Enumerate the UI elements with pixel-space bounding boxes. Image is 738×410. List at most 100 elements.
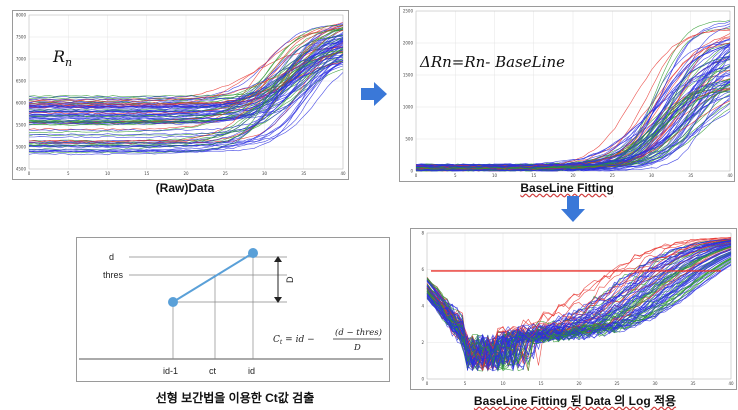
label-d: d — [109, 252, 114, 262]
series-line — [28, 47, 344, 137]
interpolation-diagram: d thres D id-1 ct id Ct = id − (d − thre… — [76, 237, 390, 382]
x-tick: 5 — [454, 173, 457, 178]
arrow-down-icon — [561, 196, 585, 222]
x-tick: 40 — [727, 173, 733, 178]
series-line — [426, 246, 732, 367]
series-line — [415, 50, 731, 172]
series-line — [426, 261, 732, 366]
y-tick: 4 — [421, 304, 424, 309]
y-tick: 6 — [421, 267, 424, 272]
series-line — [426, 237, 732, 371]
baseline-chart: 2500 2000 1500 1000 500 00 5 10 15 20 25 30 35 40 — [403, 9, 733, 179]
arrow-right-icon — [361, 82, 387, 106]
x-tick: 25 — [223, 171, 229, 176]
x-tick: 35 — [688, 173, 694, 178]
y-tick: 1500 — [403, 73, 414, 78]
series-line — [426, 254, 732, 372]
y-tick: 5500 — [16, 123, 27, 128]
raw-caption: (Raw)Data — [155, 181, 215, 195]
x-tick: 20 — [183, 171, 189, 176]
series-line — [28, 60, 344, 124]
y-tick: 2000 — [403, 41, 414, 46]
y-tick: 6500 — [16, 79, 27, 84]
series-line — [28, 51, 344, 154]
series-line — [28, 35, 344, 147]
y-tick: 8000 — [16, 13, 27, 18]
x-tick: 20 — [576, 381, 582, 386]
x-tick: 40 — [340, 171, 346, 176]
x-tick: 10 — [492, 173, 498, 178]
series-line — [28, 48, 344, 146]
series-line — [426, 241, 732, 367]
y-tick: 0 — [410, 169, 413, 174]
raw-data-plot: 8000 7500 7000 6500 6000 5500 5000 4500 0 5 10 15 20… — [12, 10, 349, 180]
x-tick: 35 — [301, 171, 307, 176]
x-tick: 20 — [570, 173, 576, 178]
x-tick: 15 — [531, 173, 537, 178]
svg-text:D: D — [353, 343, 361, 353]
x-tick: 15 — [538, 381, 544, 386]
y-tick: 8 — [421, 231, 424, 236]
label-x1: id-1 — [163, 366, 178, 376]
point-upper — [248, 248, 258, 258]
series-line — [28, 54, 344, 136]
x-tick: 0 — [28, 171, 31, 176]
label-D: D — [285, 276, 295, 283]
series-curves — [415, 19, 731, 172]
x-tick: 10 — [500, 381, 506, 386]
y-tick: 4500 — [16, 167, 27, 172]
y-tick: 6000 — [16, 101, 27, 106]
series-line — [426, 260, 732, 371]
series-line — [28, 38, 344, 109]
x-tick: 5 — [67, 171, 70, 176]
series-line — [29, 40, 344, 139]
x-tick: 0 — [415, 173, 418, 178]
log-plot: 8 6 4 2 0 0 5 10 15 20 25 30 35 40 — [410, 228, 737, 390]
series-line — [28, 25, 344, 143]
log-caption: BaseLine Fitting 된 Data 의 Log 적용 — [473, 394, 677, 408]
x-tick: 5 — [464, 381, 467, 386]
series-line — [28, 26, 344, 118]
series-line — [28, 28, 344, 123]
x-tick: 30 — [262, 171, 268, 176]
series-line — [28, 59, 344, 132]
raw-formula-base: R — [53, 47, 66, 66]
series-curves — [28, 22, 344, 156]
raw-formula-sub: n — [65, 56, 73, 70]
series-line — [28, 49, 344, 124]
point-lower — [168, 297, 178, 307]
y-tick: 500 — [405, 137, 413, 142]
label-ct: ct — [209, 366, 217, 376]
y-tick: 1000 — [403, 105, 414, 110]
x-tick: 30 — [649, 173, 655, 178]
series-line — [426, 243, 732, 365]
y-tick: 0 — [421, 377, 424, 382]
y-tick: 2500 — [403, 9, 414, 14]
y-tick: 5000 — [16, 145, 27, 150]
series-line — [426, 239, 732, 370]
x-tick: 15 — [144, 171, 150, 176]
svg-text:(d − thres): (d − thres) — [335, 327, 382, 338]
y-tick: 7000 — [16, 57, 27, 62]
series-line — [28, 54, 344, 116]
series-line — [415, 81, 731, 167]
series-line — [426, 240, 732, 367]
y-tick: 2 — [421, 340, 424, 345]
x-tick: 40 — [728, 381, 734, 386]
interpolation-figure: d thres D id-1 ct id Ct = id − (d − thre… — [79, 248, 383, 376]
series-line — [28, 27, 344, 115]
series-line — [28, 29, 344, 115]
baseline-formula: ΔRn=Rn- BaseLine — [420, 53, 565, 71]
x-tick: 0 — [426, 381, 429, 386]
label-thres: thres — [103, 270, 124, 280]
series-line — [415, 43, 731, 169]
interpolation-line — [172, 252, 254, 303]
x-tick: 35 — [690, 381, 696, 386]
raw-formula: Rn — [53, 47, 72, 69]
series-line — [426, 239, 732, 360]
x-tick: 25 — [614, 381, 620, 386]
series-line — [28, 47, 344, 121]
